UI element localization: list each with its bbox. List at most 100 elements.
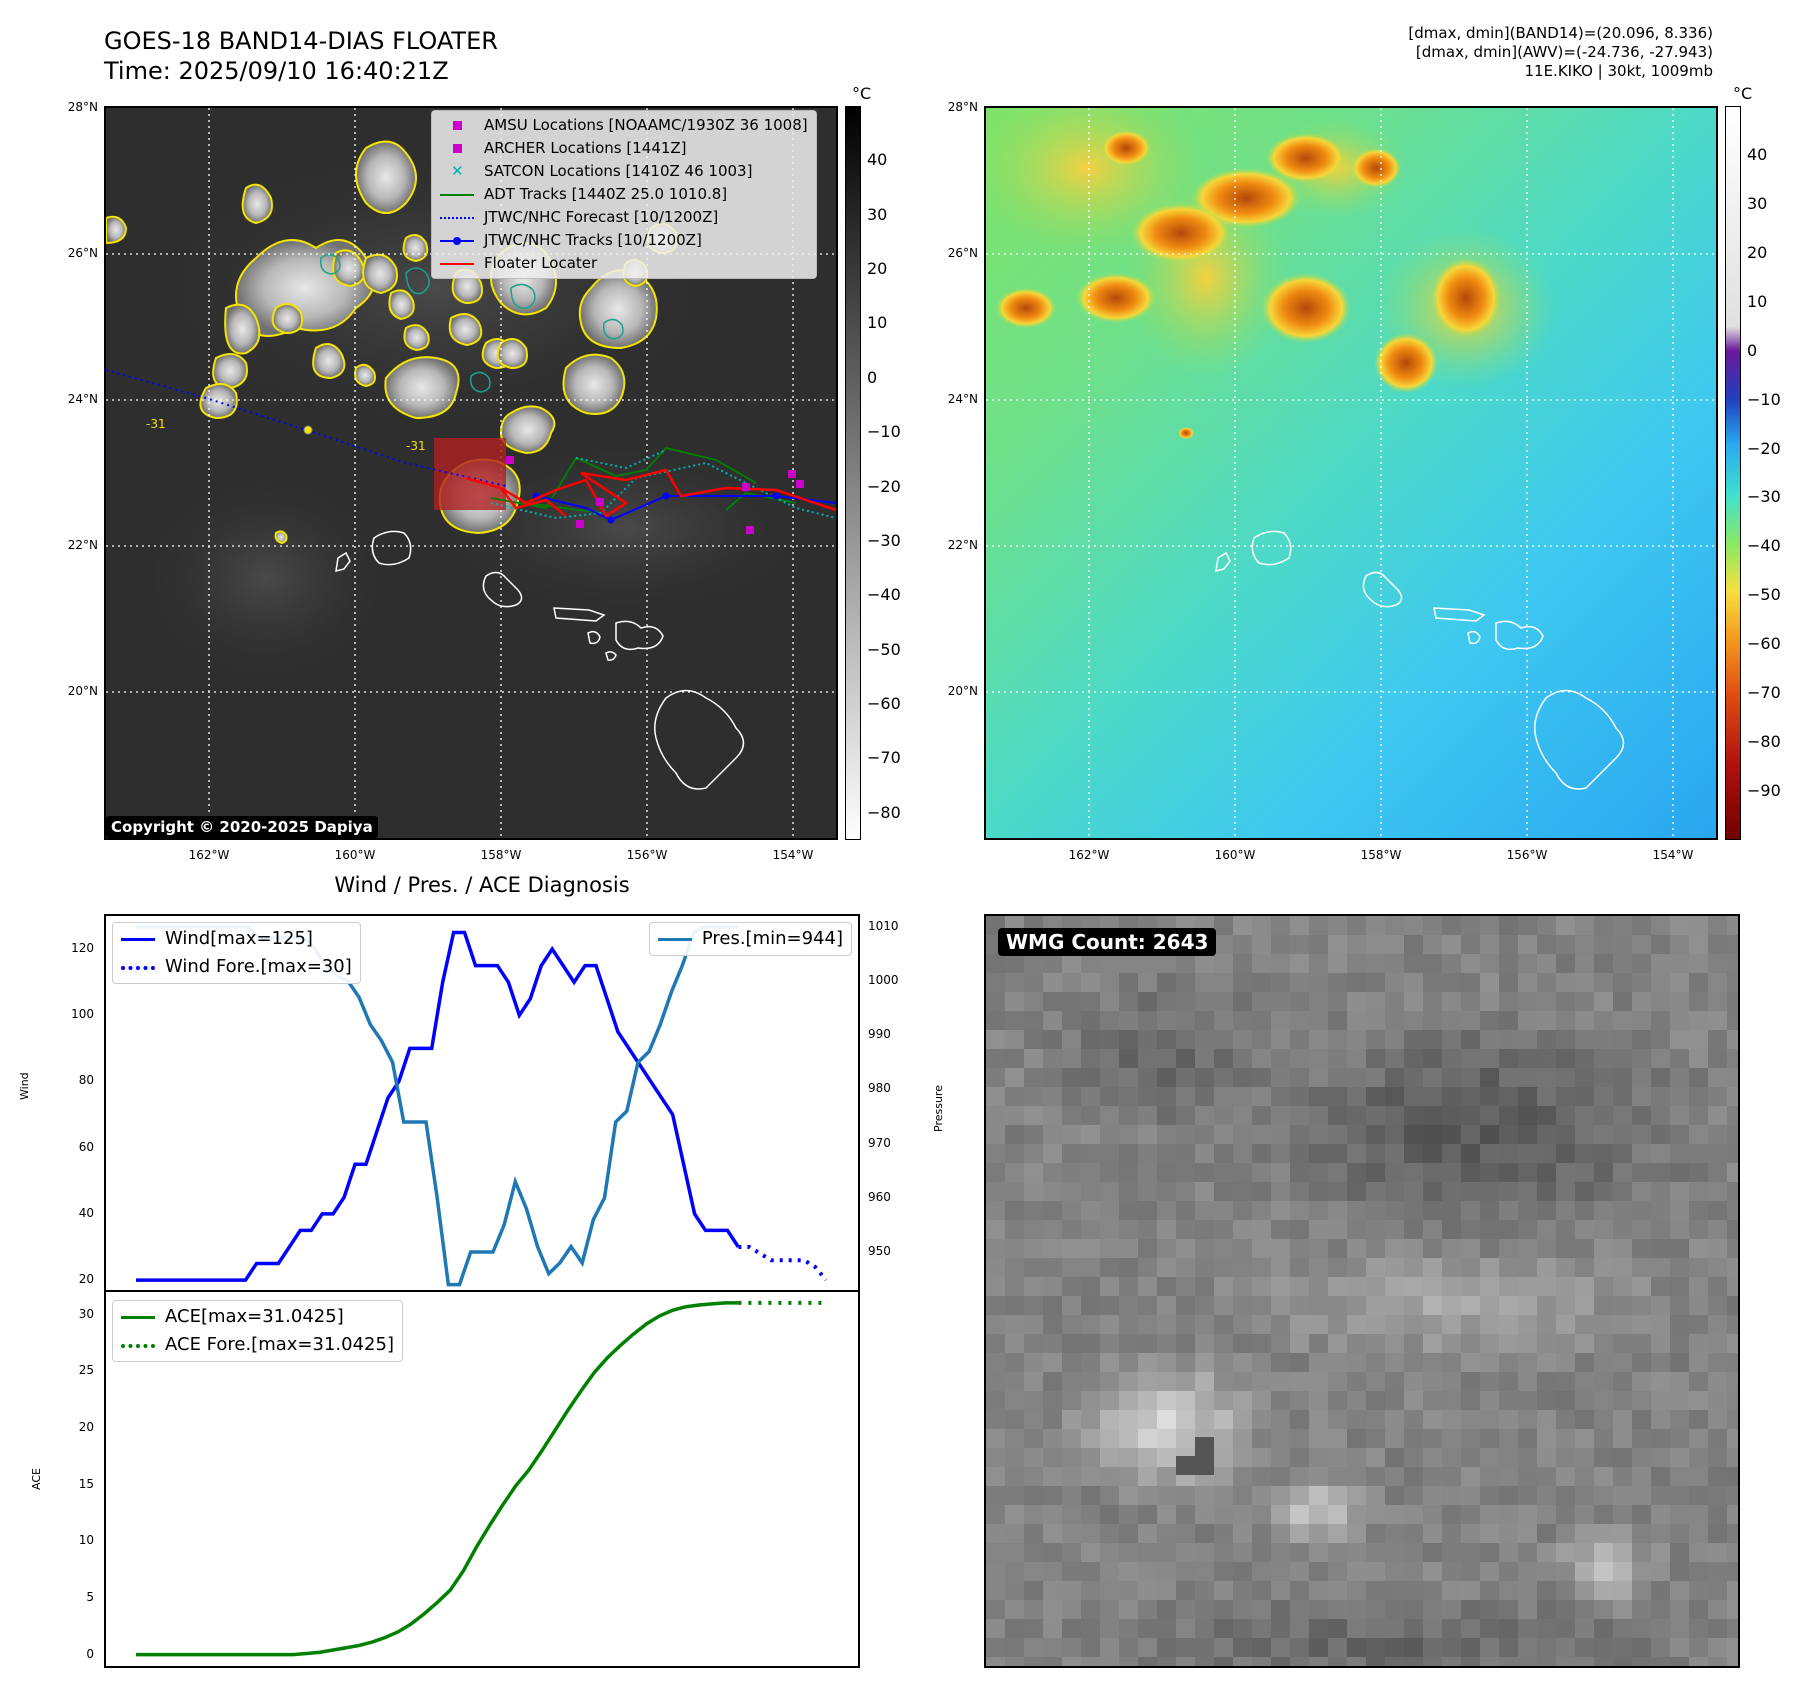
wmg-pixel bbox=[1100, 1125, 1119, 1144]
wmg-pixel bbox=[1423, 1429, 1442, 1448]
wmg-pixel bbox=[1385, 1505, 1404, 1524]
wmg-pixel bbox=[1708, 1030, 1727, 1049]
wmg-pixel bbox=[1670, 1239, 1689, 1258]
wmg-pixel bbox=[1385, 954, 1404, 973]
wmg-pixel bbox=[986, 1486, 1005, 1505]
wmg-pixel bbox=[1081, 973, 1100, 992]
wmg-pixel bbox=[1385, 1638, 1404, 1657]
wmg-pixel bbox=[1271, 973, 1290, 992]
wind-pressure-panel: Wind[max=125] Wind Fore.[max=30] Pres.[m… bbox=[104, 914, 860, 1292]
wmg-pixel bbox=[1195, 1524, 1214, 1543]
wv-grid bbox=[986, 108, 1716, 838]
legend-label: Wind[max=125] bbox=[165, 928, 313, 949]
wmg-pixel bbox=[1233, 1562, 1252, 1581]
wmg-pixel bbox=[1347, 954, 1366, 973]
wmg-pixel bbox=[1176, 954, 1195, 973]
wmg-pixel bbox=[1195, 1258, 1214, 1277]
wmg-pixel bbox=[1442, 1030, 1461, 1049]
wmg-pixel bbox=[1290, 1334, 1309, 1353]
wmg-pixel bbox=[1328, 1372, 1347, 1391]
wmg-pixel bbox=[1442, 1391, 1461, 1410]
wmg-pixel bbox=[1005, 992, 1024, 1011]
wmg-pixel bbox=[1290, 1049, 1309, 1068]
wmg-pixel bbox=[1461, 1524, 1480, 1543]
wmg-pixel bbox=[1347, 1068, 1366, 1087]
wmg-pixel bbox=[1328, 1353, 1347, 1372]
wmg-pixel bbox=[1309, 1391, 1328, 1410]
wmg-pixel bbox=[1176, 992, 1195, 1011]
wmg-pixel bbox=[1024, 1372, 1043, 1391]
wmg-pixel bbox=[1328, 1220, 1347, 1239]
wmg-pixel bbox=[1613, 1467, 1632, 1486]
wmg-pixel bbox=[1689, 1448, 1708, 1467]
wmg-pixel bbox=[1556, 1562, 1575, 1581]
lon-label: 160°W bbox=[1214, 848, 1256, 862]
wmg-pixel bbox=[1537, 1163, 1556, 1182]
wmg-pixel bbox=[986, 954, 1005, 973]
wmg-pixel bbox=[1632, 1543, 1651, 1562]
wmg-pixel bbox=[1062, 1486, 1081, 1505]
wmg-pixel bbox=[1632, 1391, 1651, 1410]
wmg-pixel bbox=[1708, 1391, 1727, 1410]
wmg-pixel bbox=[1062, 1619, 1081, 1638]
colorbar-tick-label: 40 bbox=[1747, 144, 1768, 164]
wmg-pixel bbox=[1214, 1657, 1233, 1666]
wmg-pixel bbox=[1689, 1543, 1708, 1562]
wmg-pixel bbox=[1518, 1182, 1537, 1201]
wmg-pixel bbox=[1138, 1391, 1157, 1410]
wmg-pixel bbox=[1537, 1315, 1556, 1334]
wmg-pixel bbox=[1670, 1220, 1689, 1239]
wmg-pixel bbox=[1499, 1239, 1518, 1258]
wmg-pixel bbox=[1651, 1448, 1670, 1467]
axis-tick-label: 5 bbox=[86, 1590, 94, 1604]
wmg-pixel bbox=[1575, 1543, 1594, 1562]
wmg-pixel bbox=[1328, 1543, 1347, 1562]
wmg-pixel bbox=[1081, 954, 1100, 973]
wmg-pixel bbox=[1328, 1087, 1347, 1106]
wmg-pixel bbox=[1518, 1049, 1537, 1068]
wmg-pixel bbox=[1480, 1486, 1499, 1505]
wmg-pixel bbox=[1670, 1638, 1689, 1657]
wmg-pixel bbox=[1005, 1106, 1024, 1125]
wmg-pixel bbox=[1480, 992, 1499, 1011]
wmg-pixel bbox=[1594, 1505, 1613, 1524]
wmg-pixel bbox=[1119, 1581, 1138, 1600]
wmg-pixel bbox=[1404, 992, 1423, 1011]
wmg-pixel bbox=[1613, 1638, 1632, 1657]
island-kauai bbox=[371, 530, 412, 566]
island-molokai bbox=[553, 607, 606, 622]
wmg-pixel bbox=[1385, 1448, 1404, 1467]
wmg-pixel bbox=[1385, 1410, 1404, 1429]
wmg-pixel bbox=[1176, 1410, 1195, 1429]
wmg-pixel bbox=[1708, 1410, 1727, 1429]
colorbar-tick-label: −50 bbox=[1747, 585, 1781, 605]
wmg-pixel bbox=[1423, 935, 1442, 954]
wmg-pixel bbox=[1100, 1087, 1119, 1106]
wmg-pixel bbox=[1100, 1106, 1119, 1125]
wmg-pixel bbox=[1594, 1049, 1613, 1068]
wmg-pixel bbox=[1138, 1087, 1157, 1106]
wmg-pixel bbox=[1214, 1125, 1233, 1144]
wmg-pixel bbox=[1613, 1486, 1632, 1505]
wmg-pixel bbox=[1138, 1106, 1157, 1125]
wmg-pixel bbox=[1708, 1372, 1727, 1391]
island-oahu bbox=[482, 571, 523, 608]
wmg-pixel bbox=[1347, 1410, 1366, 1429]
wmg-pixel bbox=[1214, 1467, 1233, 1486]
wmg-pixel bbox=[1309, 1486, 1328, 1505]
wmg-pixel bbox=[1708, 1239, 1727, 1258]
wmg-pixel bbox=[1556, 1638, 1575, 1657]
wmg-pixel bbox=[1309, 1505, 1328, 1524]
wmg-pixel bbox=[986, 1239, 1005, 1258]
wmg-pixel bbox=[1138, 1011, 1157, 1030]
wmg-pixel bbox=[1024, 992, 1043, 1011]
wmg-pixel bbox=[1195, 1049, 1214, 1068]
wmg-pixel bbox=[1271, 1353, 1290, 1372]
wmg-pixel bbox=[1708, 1201, 1727, 1220]
wmg-pixel bbox=[1328, 1049, 1347, 1068]
wmg-pixel bbox=[1271, 1030, 1290, 1049]
wmg-pixel bbox=[1062, 1410, 1081, 1429]
wmg-pixel bbox=[1385, 1315, 1404, 1334]
wmg-pixel bbox=[1252, 1391, 1271, 1410]
wmg-pixel bbox=[1632, 1581, 1651, 1600]
